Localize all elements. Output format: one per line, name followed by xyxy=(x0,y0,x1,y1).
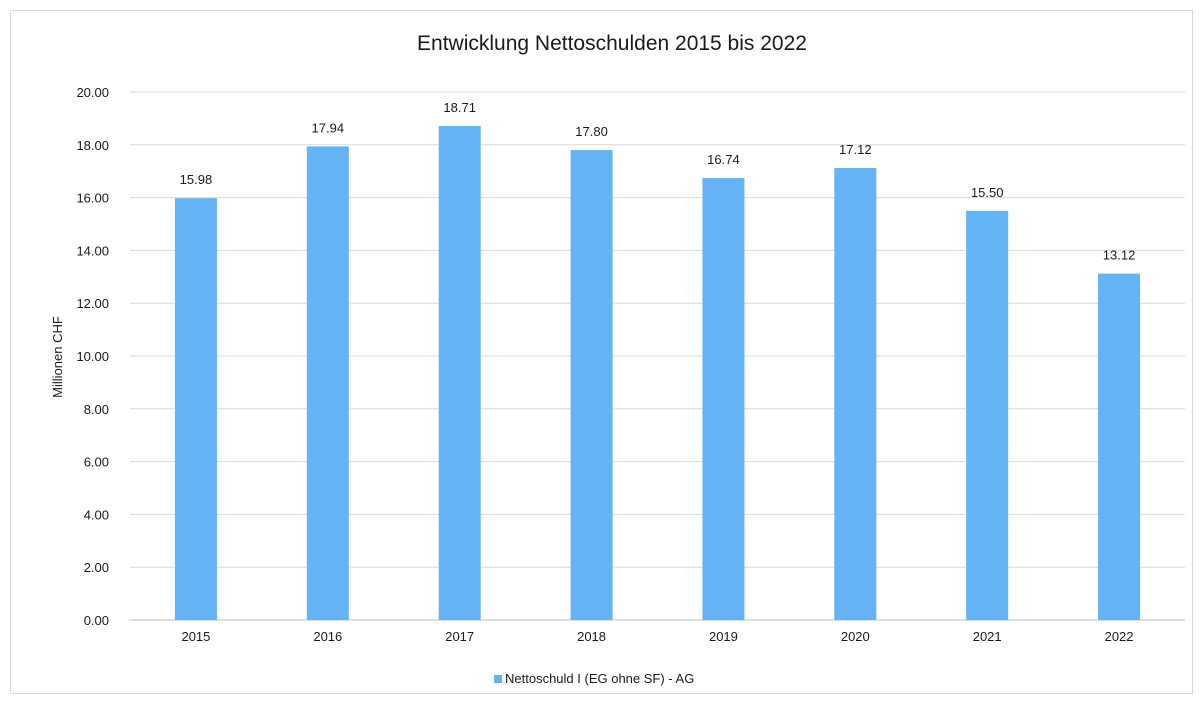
x-tick-label: 2022 xyxy=(1105,629,1134,644)
y-tick-label: 14.00 xyxy=(76,243,109,258)
x-tick-label: 2018 xyxy=(577,629,606,644)
y-axis-label: Millionen CHF xyxy=(50,316,65,398)
y-tick-label: 18.00 xyxy=(76,138,109,153)
data-label: 17.12 xyxy=(839,142,872,157)
bar-2016 xyxy=(306,146,349,620)
y-tick-label: 4.00 xyxy=(84,507,109,522)
y-tick-label: 6.00 xyxy=(84,455,109,470)
legend-swatch xyxy=(494,675,502,683)
x-tick-label: 2015 xyxy=(181,629,210,644)
x-tick-label: 2019 xyxy=(709,629,738,644)
y-tick-labels: 0.00 2.00 4.00 6.00 8.00 10.00 12.00 14.00 16.00… xyxy=(76,85,109,628)
data-label: 13.12 xyxy=(1103,248,1136,263)
x-tick-labels: 2015 2016 2017 2018 2019 2020 2021 2022 xyxy=(181,629,1133,644)
gridlines xyxy=(130,91,1185,621)
data-label: 17.80 xyxy=(575,124,608,139)
data-labels: 15.98 17.94 18.71 17.80 16.74 17.12 15.50 13.12 xyxy=(180,100,1136,263)
bar-2022 xyxy=(1098,273,1141,620)
y-tick-label: 12.00 xyxy=(76,296,109,311)
data-label: 16.74 xyxy=(707,152,740,167)
y-tick-label: 20.00 xyxy=(76,85,109,100)
bar-2019 xyxy=(702,178,745,620)
y-tick-label: 8.00 xyxy=(84,402,109,417)
data-label: 17.94 xyxy=(312,120,345,135)
legend-label: Nettoschuld I (EG ohne SF) - AG xyxy=(505,671,694,686)
data-label: 15.98 xyxy=(180,172,213,187)
y-tick-label: 10.00 xyxy=(76,349,109,364)
bar-2017 xyxy=(438,126,481,620)
data-label: 18.71 xyxy=(443,100,476,115)
bar-2015 xyxy=(174,198,217,621)
bar-2021 xyxy=(966,210,1009,621)
bar-2020 xyxy=(834,168,877,621)
y-tick-label: 16.00 xyxy=(76,191,109,206)
x-tick-label: 2021 xyxy=(973,629,1002,644)
x-tick-label: 2017 xyxy=(445,629,474,644)
bar-2018 xyxy=(570,150,613,620)
x-tick-label: 2020 xyxy=(841,629,870,644)
y-tick-label: 2.00 xyxy=(84,560,109,575)
chart-title: Entwicklung Nettoschulden 2015 bis 2022 xyxy=(417,32,807,55)
y-tick-label: 0.00 xyxy=(84,613,109,628)
x-tick-label: 2016 xyxy=(313,629,342,644)
legend: Nettoschuld I (EG ohne SF) - AG xyxy=(494,671,694,686)
bars xyxy=(174,126,1141,621)
data-label: 15.50 xyxy=(971,185,1004,200)
